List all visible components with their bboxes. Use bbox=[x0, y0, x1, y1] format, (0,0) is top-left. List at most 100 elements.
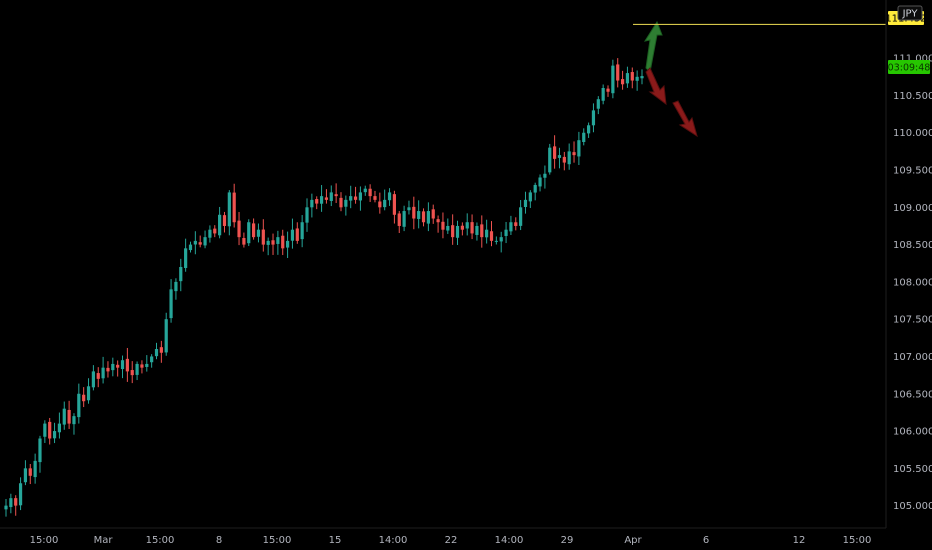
candle-body bbox=[417, 211, 421, 219]
candle bbox=[533, 182, 537, 201]
time-axis[interactable]: 15:00 Mar 15:00 8 15:00 15 14:00 22 14:00 29 Apr 6 1… bbox=[30, 535, 872, 546]
candle bbox=[106, 361, 110, 378]
candle bbox=[23, 460, 28, 486]
candle bbox=[154, 342, 159, 360]
candle-body bbox=[52, 431, 57, 439]
candle bbox=[96, 367, 100, 388]
candle-body bbox=[446, 225, 450, 231]
candle bbox=[441, 212, 445, 239]
candle-body bbox=[184, 248, 188, 268]
candle bbox=[412, 196, 416, 230]
candle-body bbox=[392, 194, 396, 215]
candle-body bbox=[319, 196, 324, 204]
candle-body bbox=[208, 229, 212, 238]
candle-body bbox=[82, 394, 86, 402]
candle-body bbox=[344, 199, 348, 207]
candle-body bbox=[145, 363, 149, 367]
candle bbox=[18, 477, 23, 511]
candle bbox=[193, 231, 197, 255]
y-tick-label: 110.000 bbox=[893, 128, 932, 139]
candle bbox=[188, 241, 193, 253]
candle-body bbox=[640, 76, 644, 79]
candle-body bbox=[86, 386, 91, 401]
candle-body bbox=[9, 498, 13, 508]
candle bbox=[538, 174, 542, 192]
candle-body bbox=[387, 192, 392, 201]
candle bbox=[616, 58, 620, 88]
candle bbox=[164, 312, 168, 356]
candle bbox=[504, 221, 508, 244]
candle-body bbox=[562, 156, 566, 163]
candle-body bbox=[130, 370, 134, 376]
candle-body bbox=[295, 228, 299, 241]
candle-body bbox=[572, 152, 576, 156]
candle bbox=[150, 354, 154, 368]
candle-body bbox=[421, 211, 426, 223]
candle-body bbox=[203, 237, 207, 246]
candle bbox=[315, 196, 319, 210]
countdown-price-tag: 03:09:48 bbox=[888, 60, 931, 74]
candle-body bbox=[120, 360, 125, 370]
y-tick-label: 108.500 bbox=[893, 240, 932, 251]
symbol-badge: JPY bbox=[902, 9, 919, 20]
candle bbox=[91, 365, 95, 391]
candle bbox=[227, 190, 231, 236]
candle bbox=[451, 214, 455, 245]
candle-body bbox=[358, 192, 363, 201]
candle-body bbox=[489, 231, 494, 241]
candle bbox=[247, 219, 251, 247]
candle bbox=[72, 413, 76, 435]
candle-body bbox=[111, 363, 115, 371]
candle bbox=[582, 128, 586, 146]
candle bbox=[630, 67, 634, 89]
candle bbox=[514, 217, 518, 231]
candle-body bbox=[451, 225, 455, 238]
red-down-arrow-1 bbox=[645, 67, 667, 106]
candle bbox=[213, 225, 217, 238]
candle bbox=[601, 84, 605, 105]
countdown-label: 03:09:48 bbox=[888, 63, 931, 74]
candle-body bbox=[407, 207, 411, 211]
candle bbox=[281, 229, 285, 256]
candle-body bbox=[154, 349, 159, 357]
candle bbox=[489, 221, 494, 247]
candle bbox=[48, 417, 52, 445]
candle bbox=[52, 422, 57, 444]
candle-body bbox=[252, 223, 256, 238]
candle-body bbox=[285, 240, 290, 248]
y-tick-label: 108.000 bbox=[893, 277, 932, 288]
y-tick-label: 109.500 bbox=[893, 166, 932, 177]
candle bbox=[252, 218, 256, 240]
candle-body bbox=[533, 184, 537, 193]
candle bbox=[402, 205, 406, 232]
candle-body bbox=[591, 110, 596, 126]
candle-body bbox=[625, 73, 630, 84]
candle-body bbox=[353, 196, 358, 200]
candle-body bbox=[125, 358, 129, 372]
candle-body bbox=[436, 219, 440, 223]
candle bbox=[319, 185, 324, 212]
candle-body bbox=[227, 192, 231, 227]
candle bbox=[130, 361, 134, 384]
candle bbox=[543, 165, 547, 189]
candle-body bbox=[465, 222, 469, 229]
candle-body bbox=[470, 222, 474, 234]
candle-body bbox=[193, 240, 197, 245]
price-axis[interactable]: 105.000 105.500 106.000 106.500 107.000 107.5… bbox=[893, 54, 932, 512]
candle-body bbox=[140, 364, 144, 368]
candle-body bbox=[397, 213, 401, 226]
candle bbox=[611, 59, 615, 99]
candle bbox=[455, 220, 460, 245]
candle bbox=[324, 189, 329, 204]
candle bbox=[475, 222, 479, 241]
candle bbox=[120, 355, 125, 379]
y-tick-label: 106.000 bbox=[893, 427, 932, 438]
candle-body bbox=[315, 199, 319, 204]
candle-body bbox=[91, 371, 95, 388]
candle-body bbox=[455, 225, 460, 238]
x-tick-label: 14:00 bbox=[379, 535, 408, 546]
candle-body bbox=[324, 197, 329, 200]
green-up-arrow bbox=[643, 20, 663, 74]
candle-body bbox=[431, 209, 435, 219]
